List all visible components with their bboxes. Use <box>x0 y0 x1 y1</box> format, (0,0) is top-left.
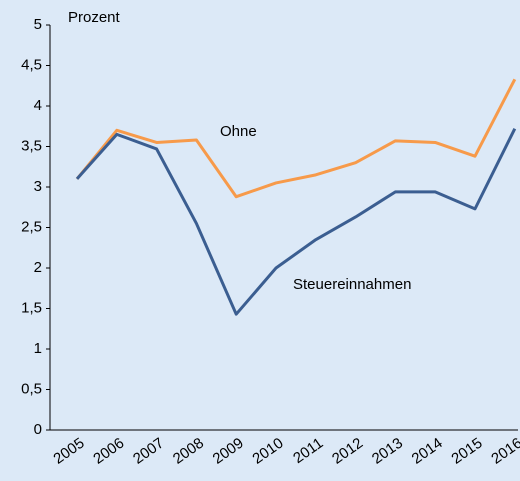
y-tick-label: 1 <box>34 340 42 357</box>
x-tick-label: 2010 <box>249 435 286 468</box>
x-tick-label: 2016 <box>488 435 520 468</box>
x-tick-label: 2008 <box>170 435 207 468</box>
line-series <box>75 128 517 316</box>
line-series <box>75 78 517 199</box>
y-tick-label: 0,5 <box>21 380 42 397</box>
x-tick-label: 2011 <box>290 435 326 467</box>
y-tick-label: 4 <box>34 97 42 114</box>
y-tick-label: 2 <box>34 259 42 276</box>
y-tick-label: 3,5 <box>21 137 42 154</box>
x-tick-label: 2005 <box>50 435 87 468</box>
x-tick-label: 2006 <box>90 435 127 468</box>
y-tick-label: 0 <box>34 421 42 438</box>
x-tick-label: 2007 <box>130 435 167 468</box>
x-tick-label: 2014 <box>409 435 446 468</box>
y-tick-label: 1,5 <box>21 299 42 316</box>
x-tick-label: 2009 <box>210 435 247 468</box>
series-label: Steuereinnahmen <box>293 276 411 293</box>
x-tick-label: 2015 <box>448 435 485 468</box>
x-tick-label: 2013 <box>369 435 406 468</box>
x-tick-label: 2012 <box>329 435 366 468</box>
y-tick-label: 4,5 <box>21 56 42 73</box>
y-tick-label: 2,5 <box>21 218 42 235</box>
y-tick-label: 3 <box>34 178 42 195</box>
y-axis-label: Prozent <box>68 9 121 26</box>
y-tick-label: 5 <box>34 16 42 33</box>
series-label: Ohne <box>220 123 257 140</box>
